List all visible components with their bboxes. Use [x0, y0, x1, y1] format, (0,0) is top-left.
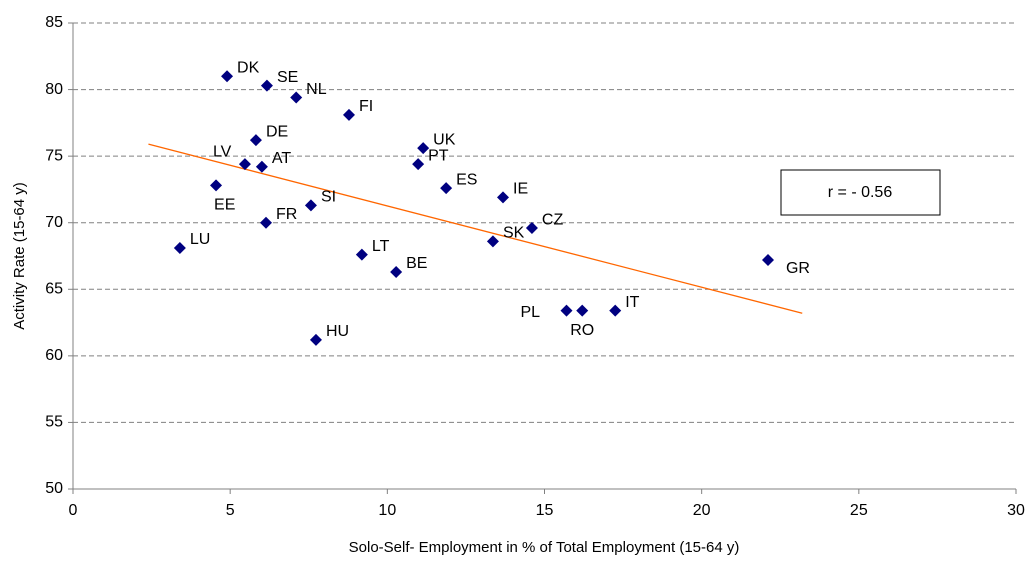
point	[309, 333, 322, 346]
point	[260, 216, 273, 229]
point-label: NL	[306, 81, 327, 98]
point	[173, 242, 186, 255]
point	[342, 108, 355, 121]
point	[761, 253, 774, 266]
point	[304, 199, 317, 212]
y-tick-label: 60	[45, 347, 63, 364]
point	[525, 222, 538, 235]
point-label: FI	[359, 98, 373, 115]
point	[221, 70, 234, 83]
point-label: DK	[237, 59, 260, 76]
y-tick-label: 85	[45, 14, 63, 31]
point	[609, 304, 622, 317]
point	[560, 304, 573, 317]
point-label: RO	[570, 322, 594, 339]
point	[255, 160, 268, 173]
x-tick-label: 15	[536, 502, 554, 519]
point	[290, 91, 303, 104]
point-label: SI	[321, 189, 336, 206]
point	[210, 179, 223, 192]
point-label: LU	[190, 231, 210, 248]
trendline	[148, 143, 803, 314]
point	[249, 134, 262, 147]
point	[260, 79, 273, 92]
y-tick-label: 55	[45, 414, 63, 431]
point	[417, 142, 430, 155]
point	[390, 265, 403, 278]
point-label: AT	[272, 150, 291, 167]
point	[238, 158, 251, 171]
point-label: PT	[428, 147, 449, 164]
point	[440, 182, 453, 195]
point-label: SE	[277, 69, 298, 86]
x-tick-label: 30	[1007, 502, 1025, 519]
point-label: UK	[433, 131, 456, 148]
y-tick-label: 50	[45, 480, 63, 497]
x-tick-label: 0	[69, 502, 78, 519]
point	[486, 235, 499, 248]
point-label: LV	[213, 143, 232, 160]
x-tick-label: 20	[693, 502, 711, 519]
point	[412, 158, 425, 171]
point-label: PL	[521, 304, 541, 321]
y-tick-label: 65	[45, 281, 63, 298]
point-label: EE	[214, 197, 235, 214]
point-label: ES	[456, 171, 477, 188]
point-label: FR	[276, 206, 297, 223]
y-tick-label: 75	[45, 147, 63, 164]
point-label: IT	[625, 294, 639, 311]
point-label: SK	[503, 225, 525, 242]
y-tick-label: 80	[45, 81, 63, 98]
annotation-box	[780, 169, 941, 216]
point-label: GR	[786, 260, 810, 277]
point-label: IE	[513, 181, 528, 198]
point-label: BE	[406, 255, 427, 272]
x-tick-label: 10	[378, 502, 396, 519]
point	[576, 304, 589, 317]
point-label: CZ	[542, 211, 564, 228]
point	[497, 191, 510, 204]
y-axis-title: Activity Rate (15-64 y)	[11, 182, 28, 330]
y-tick-label: 70	[45, 214, 63, 231]
x-tick-label: 5	[226, 502, 235, 519]
point-label: LT	[372, 238, 390, 255]
point	[355, 248, 368, 261]
point-label: HU	[326, 323, 349, 340]
x-axis-title: Solo-Self- Employment in % of Total Empl…	[349, 539, 740, 556]
x-tick-label: 25	[850, 502, 868, 519]
point-label: DE	[266, 123, 288, 140]
annotation: r = - 0.56	[828, 184, 893, 201]
